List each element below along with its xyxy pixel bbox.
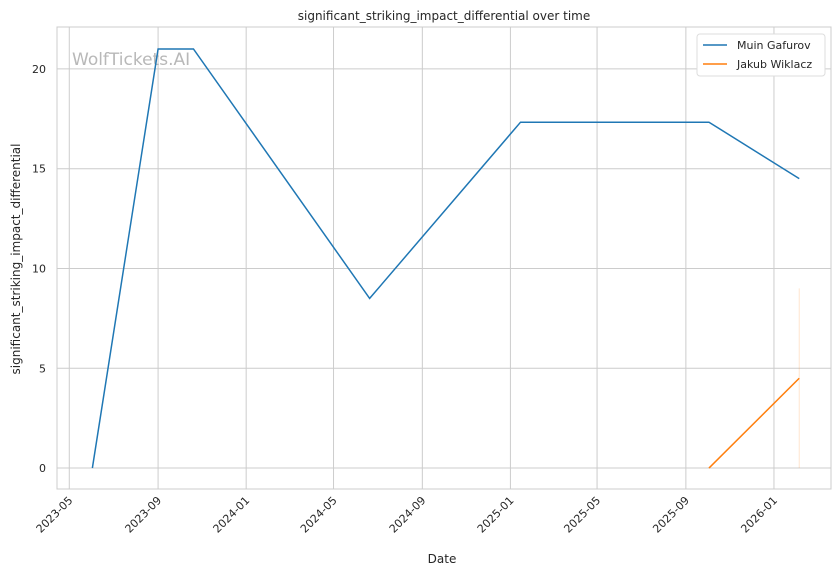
series-line-0 (91, 48, 800, 469)
x-tick-label: 2023-05 (34, 494, 76, 536)
y-tick-label: 20 (32, 63, 46, 76)
grid (57, 27, 831, 489)
x-tick-label: 2024-05 (298, 494, 340, 536)
x-tick-label: 2025-05 (561, 494, 603, 536)
y-axis-label: significant_striking_impact_differential (9, 144, 23, 375)
y-tick-label: 10 (32, 262, 46, 275)
x-tick-label: 2025-09 (650, 494, 692, 536)
plot-frame (56, 26, 832, 490)
watermark: WolfTickets.AI (72, 50, 190, 70)
x-axis-label: Date (428, 552, 457, 566)
x-tick-label: 2025-01 (475, 494, 517, 536)
x-tick-label: 2024-01 (211, 494, 253, 536)
y-tick-label: 0 (39, 462, 46, 475)
series-line-1 (708, 377, 800, 469)
x-tick-label: 2024-09 (387, 494, 429, 536)
x-tick-label: 2023-09 (123, 494, 165, 536)
legend: Muin Gafurov Jakub Wiklacz (696, 33, 826, 77)
legend-label-muin: Muin Gafurov (737, 39, 811, 52)
chart-title: significant_striking_impact_differential… (298, 9, 590, 23)
x-tick-label: 2026-01 (738, 494, 780, 536)
legend-label-jakub: Jakub Wiklacz (736, 58, 812, 71)
y-tick-label: 5 (39, 362, 46, 375)
y-tick-label: 15 (32, 163, 46, 176)
